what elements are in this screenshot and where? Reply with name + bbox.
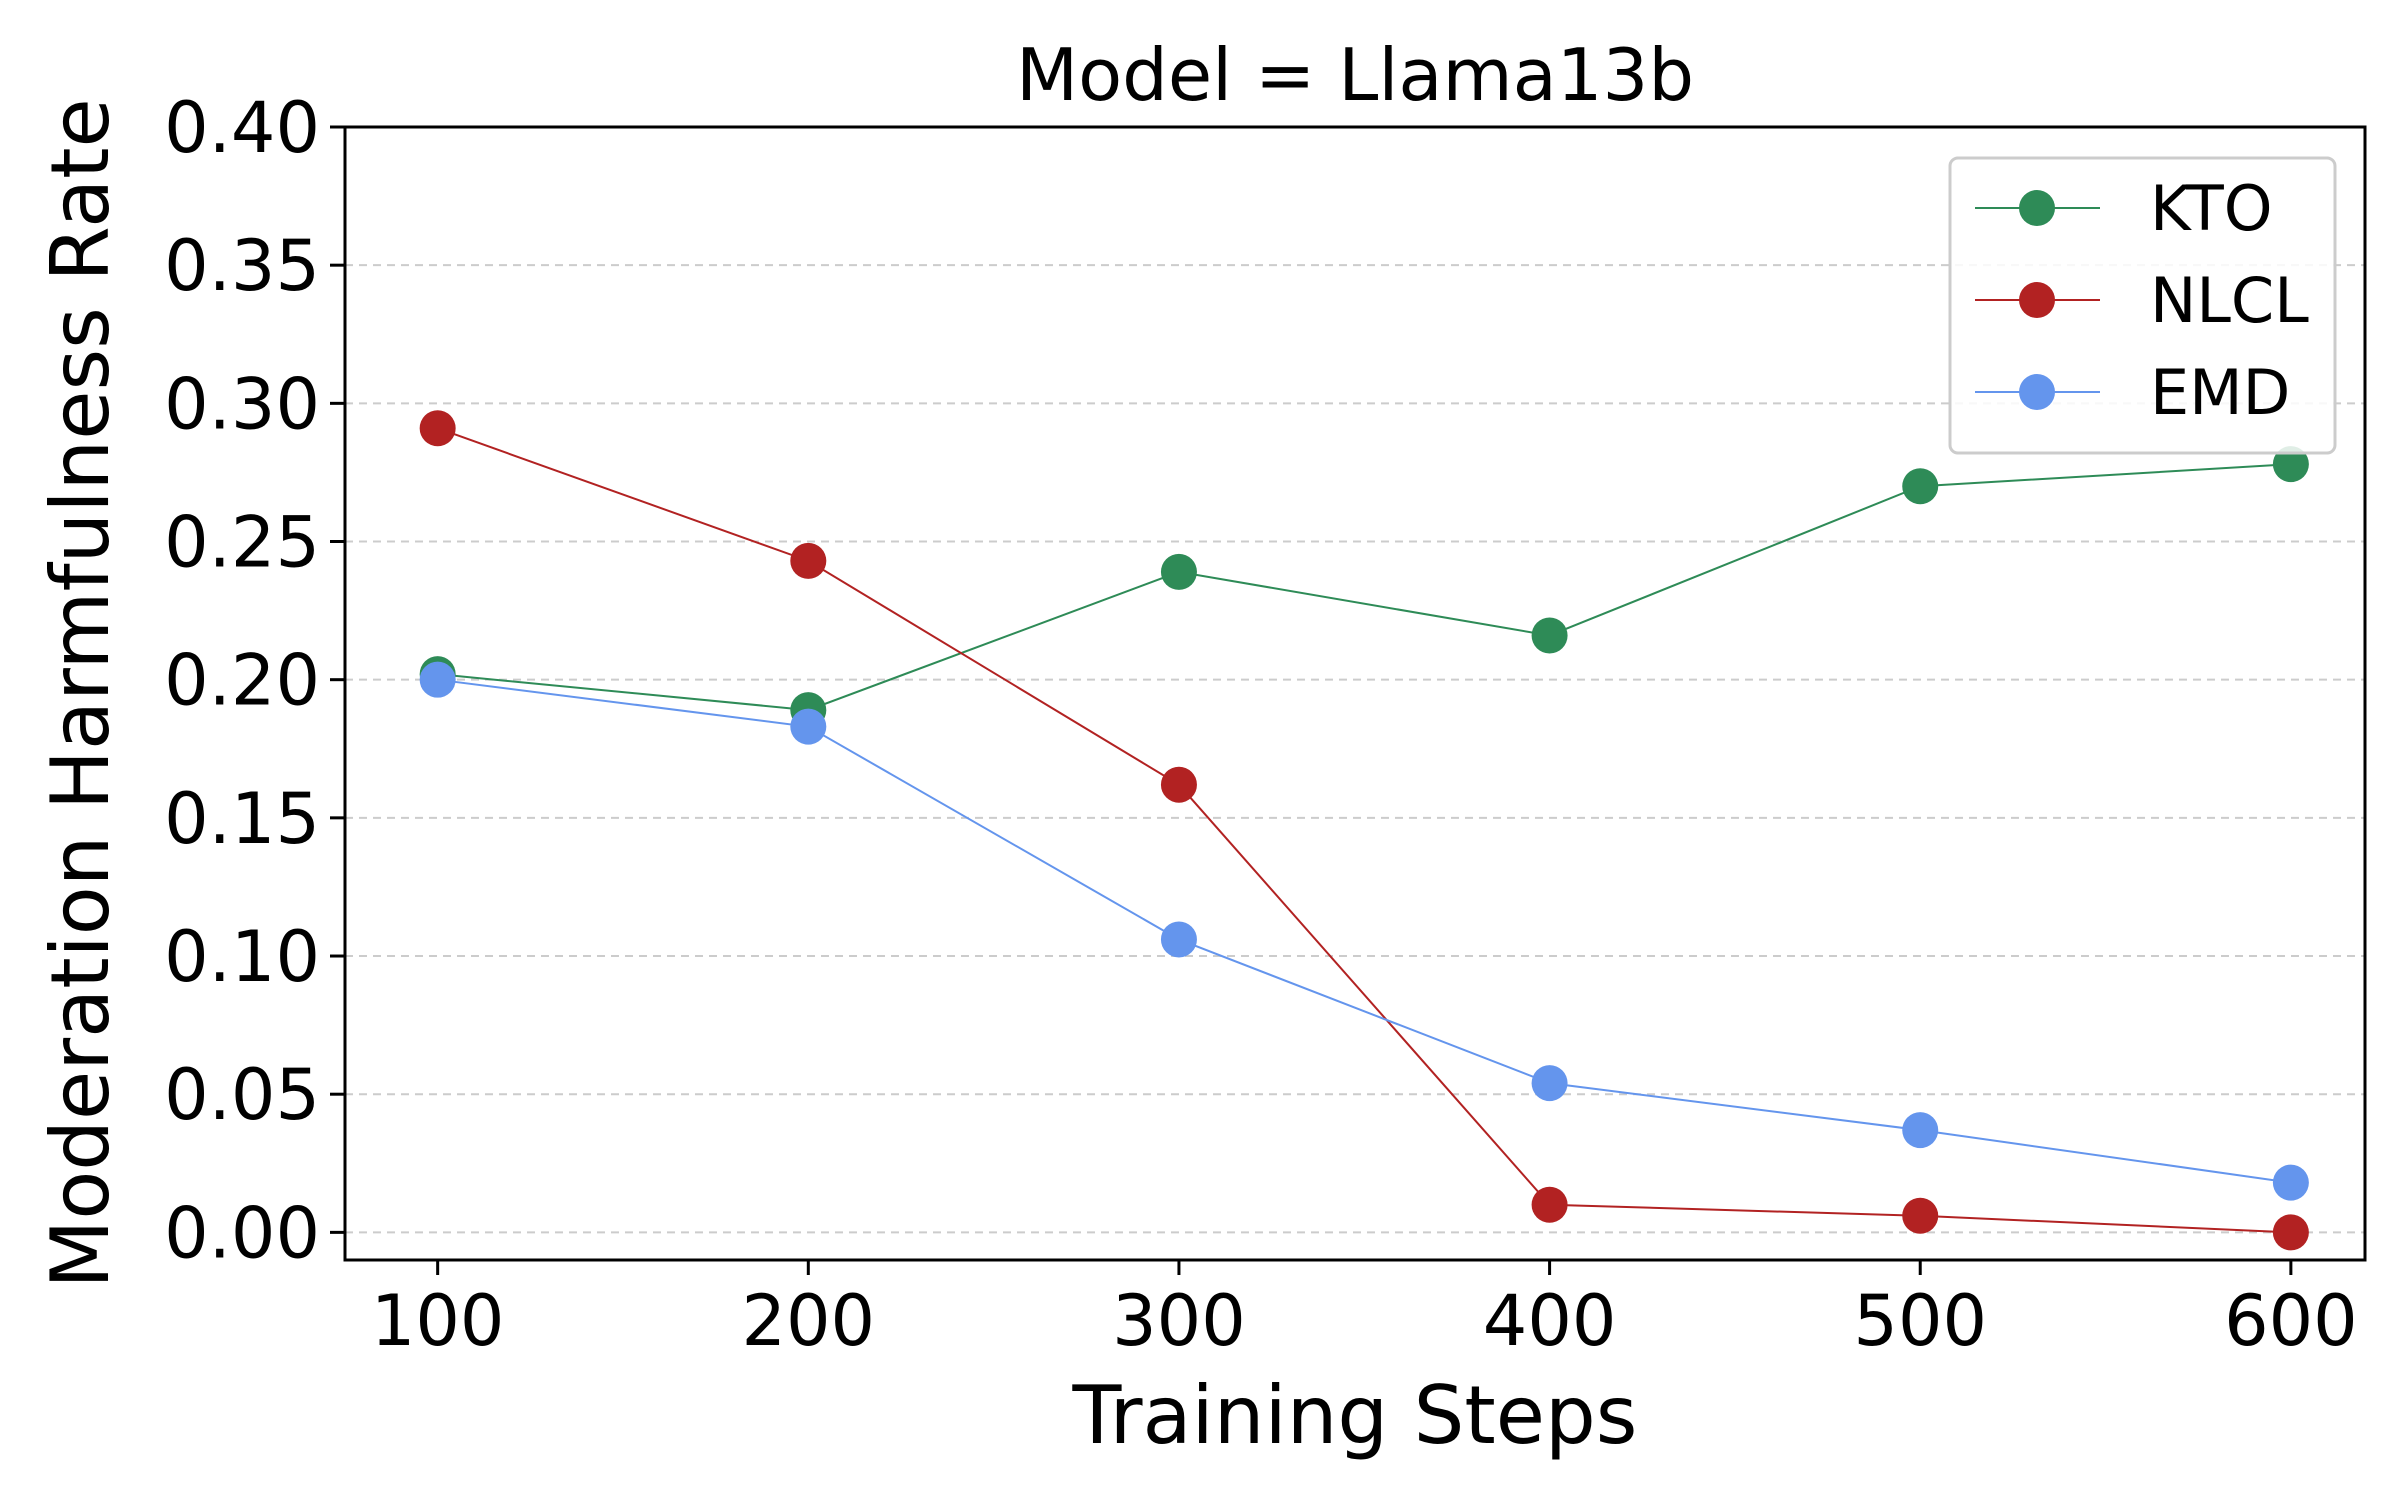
emd-point [419, 661, 456, 698]
legend: KTO NLCL EMD [1948, 156, 2337, 455]
kto-point [1160, 553, 1197, 590]
kto-point [1531, 617, 1568, 654]
emd-point [1531, 1065, 1568, 1102]
legend-marker-nlcl [2019, 282, 2055, 318]
legend-label-kto: KTO [2150, 172, 2273, 245]
legend-marker-emd [2019, 374, 2055, 410]
x-tick-label: 600 [2224, 1280, 2358, 1362]
nlcl-point [1531, 1186, 1568, 1223]
nlcl-point [2272, 1214, 2309, 1251]
series-nlcl [419, 410, 2309, 1251]
y-tick-label: 0.35 [164, 225, 320, 307]
y-tick-label: 0.10 [164, 916, 320, 998]
nlcl-point [790, 542, 827, 579]
emd-point [2272, 1164, 2309, 1201]
nlcl-point [419, 410, 456, 447]
emd-line [437, 678, 2292, 1184]
kto-point [2272, 446, 2309, 483]
axis-ticks: 0.00 0.05 0.10 0.15 0.20 0.25 0.30 0.35 0.40 100 2… [164, 87, 2358, 1362]
emd-point [1160, 921, 1197, 958]
legend-item-emd: EMD [1975, 356, 2290, 429]
chart-title: Model = Llama13b [1016, 33, 1694, 117]
kto-line [437, 463, 2291, 712]
x-tick-label: 300 [1112, 1280, 1246, 1362]
kto-point [1902, 468, 1939, 505]
legend-label-nlcl: NLCL [2150, 264, 2309, 337]
y-tick-label: 0.00 [164, 1192, 320, 1274]
legend-item-kto: KTO [1975, 172, 2273, 245]
nlcl-point [1160, 766, 1197, 803]
legend-item-nlcl: NLCL [1975, 264, 2309, 337]
x-axis-title: Training Steps [1072, 1369, 1638, 1462]
y-tick-label: 0.25 [164, 502, 320, 584]
y-tick-label: 0.30 [164, 363, 320, 445]
series-emd [419, 661, 2309, 1201]
y-tick-label: 0.20 [164, 640, 320, 722]
emd-point [1902, 1112, 1939, 1149]
x-tick-label: 100 [371, 1280, 505, 1362]
x-tick-label: 500 [1853, 1280, 1987, 1362]
emd-point [790, 708, 827, 745]
y-tick-label: 0.05 [164, 1054, 320, 1136]
nlcl-line [437, 427, 2291, 1234]
series-lines [419, 410, 2309, 1251]
y-tick-label: 0.15 [164, 778, 320, 860]
y-axis-title: Moderation Harmfulness Rate [34, 98, 127, 1288]
legend-label-emd: EMD [2150, 356, 2290, 429]
x-tick-label: 400 [1483, 1280, 1617, 1362]
series-kto [419, 446, 2309, 729]
plot-frame [343, 125, 2367, 1262]
nlcl-point [1902, 1197, 1939, 1234]
legend-marker-kto [2019, 190, 2055, 226]
x-tick-label: 200 [741, 1280, 875, 1362]
y-tick-label: 0.40 [164, 87, 320, 169]
